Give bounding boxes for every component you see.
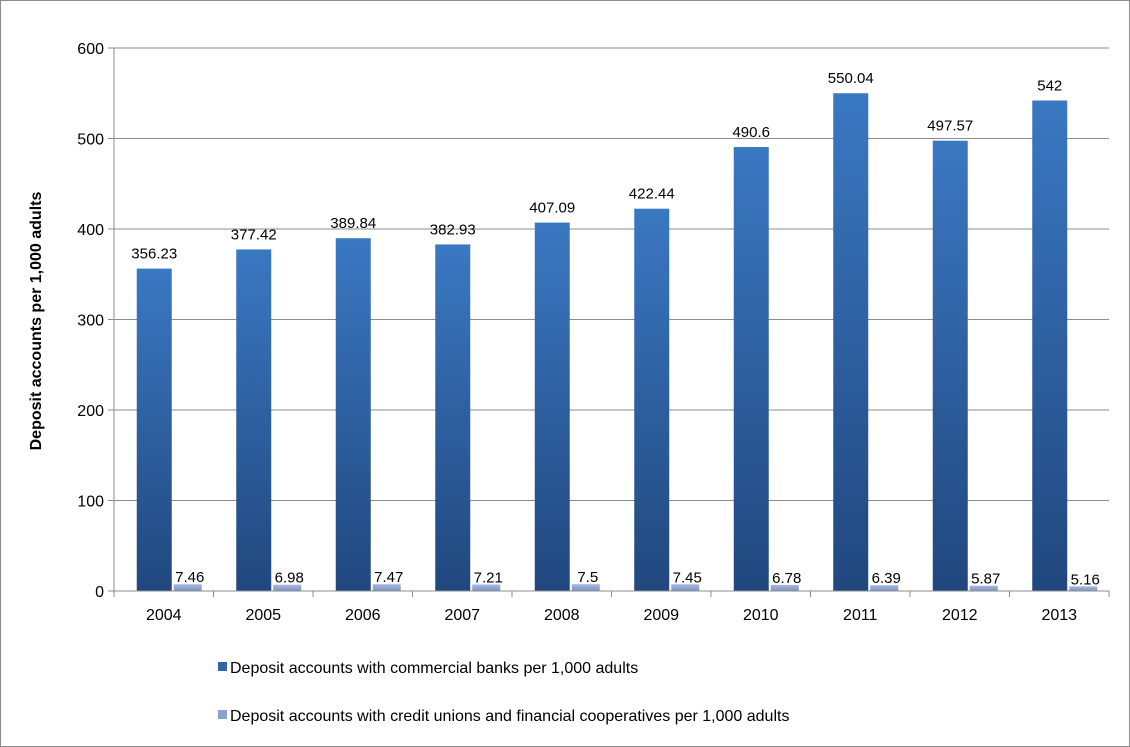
x-tick-label: 2008 [544, 607, 580, 624]
data-label-commercial-banks: 497.57 [927, 118, 973, 135]
data-label-commercial-banks: 542 [1037, 77, 1062, 94]
bar-credit-unions [1069, 586, 1098, 591]
data-label-credit-unions: 5.87 [971, 571, 1000, 588]
data-label-commercial-banks: 356.23 [131, 246, 177, 263]
x-tick-label: 2009 [643, 607, 679, 624]
data-label-credit-unions: 7.21 [474, 569, 503, 586]
bar-credit-unions [372, 584, 401, 591]
y-tick-label: 300 [77, 313, 104, 330]
bar-credit-unions [870, 585, 899, 591]
y-tick-label: 0 [95, 584, 104, 601]
data-label-credit-unions: 6.78 [772, 570, 801, 587]
bar-credit-unions [671, 584, 700, 591]
data-label-credit-unions: 6.98 [275, 570, 304, 587]
data-label-credit-unions: 5.16 [1071, 571, 1100, 588]
legend-label-commercial-banks: Deposit accounts with commercial banks p… [230, 660, 638, 677]
data-label-credit-unions: 6.39 [872, 570, 901, 587]
data-label-credit-unions: 7.45 [673, 569, 702, 586]
data-label-credit-unions: 7.46 [175, 569, 204, 586]
bars [136, 93, 1098, 592]
bar-commercial-banks [335, 238, 371, 591]
y-tick-label: 400 [77, 222, 104, 239]
x-tick-label: 2010 [743, 607, 779, 624]
x-tick-label: 2012 [942, 607, 978, 624]
y-tick-label: 600 [77, 41, 104, 58]
bar-credit-unions [571, 584, 600, 591]
y-tick-label: 500 [77, 132, 104, 149]
x-tick-label: 2007 [444, 607, 480, 624]
bar-credit-unions [472, 584, 501, 591]
data-label-credit-unions: 7.5 [577, 569, 598, 586]
bar-commercial-banks [1032, 100, 1068, 592]
data-label-commercial-banks: 389.84 [330, 215, 376, 232]
axes: 0 100 200 300 400 500 600 2004 2005 2006 2007 2008 2… [77, 41, 1110, 624]
bar-commercial-banks [733, 147, 769, 591]
legend-swatch-commercial-banks [218, 662, 227, 671]
x-tick-label: 2013 [1041, 607, 1077, 624]
data-label-commercial-banks: 550.04 [828, 70, 874, 87]
data-label-commercial-banks: 490.6 [732, 124, 770, 141]
x-tick-label: 2006 [345, 607, 381, 624]
bar-credit-unions [969, 585, 998, 591]
legend: Deposit accounts with commercial banks p… [218, 660, 789, 725]
bar-commercial-banks [634, 208, 670, 591]
data-label-commercial-banks: 382.93 [430, 221, 476, 238]
x-tick-label: 2004 [146, 607, 182, 624]
bar-commercial-banks [236, 249, 272, 591]
legend-label-credit-unions: Deposit accounts with credit unions and … [230, 708, 789, 725]
bar-commercial-banks [534, 222, 570, 591]
y-axis-title: Deposit accounts per 1,000 adults [28, 192, 45, 451]
bar-commercial-banks [833, 93, 869, 591]
x-tick-label: 2005 [245, 607, 281, 624]
data-label-commercial-banks: 422.44 [629, 186, 675, 203]
data-label-commercial-banks: 377.42 [231, 226, 277, 243]
bar-credit-unions [273, 584, 302, 591]
data-labels: 356.23 7.46 377.42 6.98 389.84 7.47 382.93 7.21… [131, 70, 1100, 588]
data-label-commercial-banks: 407.09 [529, 200, 575, 217]
y-tick-label: 100 [77, 494, 104, 511]
bar-commercial-banks [435, 244, 471, 591]
data-label-credit-unions: 7.47 [374, 569, 403, 586]
legend-swatch-credit-unions [218, 710, 227, 719]
x-tick-label: 2011 [843, 607, 878, 624]
bar-credit-unions [173, 584, 202, 591]
bar-credit-unions [770, 584, 799, 591]
bar-commercial-banks [136, 268, 172, 591]
y-tick-label: 200 [77, 403, 104, 420]
bar-commercial-banks [932, 140, 968, 591]
